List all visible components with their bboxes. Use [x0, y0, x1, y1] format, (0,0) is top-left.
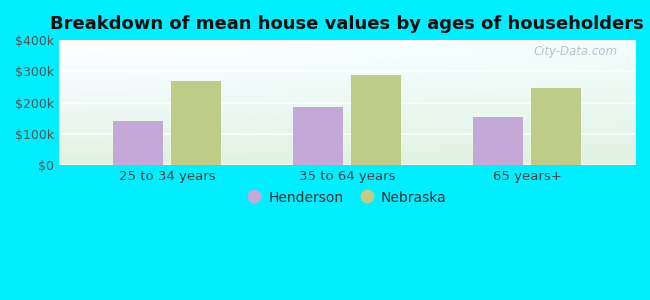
- Bar: [170, 81, 221, 165]
- Bar: [293, 107, 343, 165]
- Bar: [350, 75, 401, 165]
- Text: City-Data.com: City-Data.com: [534, 45, 618, 58]
- Title: Breakdown of mean house values by ages of householders: Breakdown of mean house values by ages o…: [50, 15, 644, 33]
- Bar: [530, 88, 581, 165]
- Bar: [113, 121, 163, 165]
- Legend: Henderson, Nebraska: Henderson, Nebraska: [242, 185, 452, 210]
- Bar: [473, 117, 523, 165]
